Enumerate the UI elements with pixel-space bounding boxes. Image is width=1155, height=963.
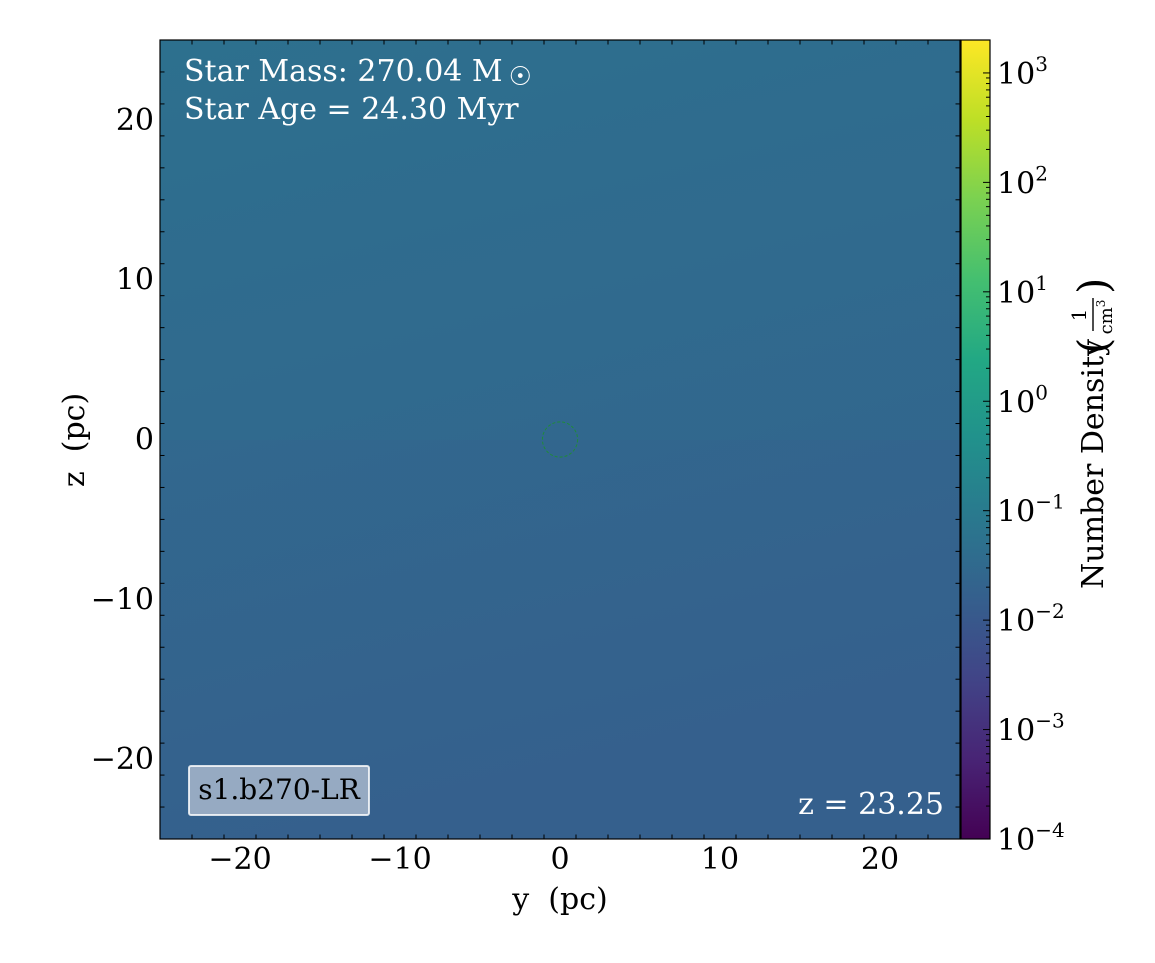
colorbar-unit-denominator: cm3 (1094, 300, 1117, 335)
density-field (160, 40, 960, 839)
colorbar-unit-close-paren: ) (1069, 278, 1118, 294)
star-mass-annotation: Star Mass: 270.04 M ☉ (184, 54, 532, 92)
run-label-box (188, 765, 370, 816)
plot-frame (159, 39, 961, 840)
density-field-highlight (160, 40, 960, 440)
x-tick-label: −20 (208, 842, 271, 877)
y-tick-label: 0 (135, 423, 154, 458)
colorbar-unit-numerator: 1 (1067, 309, 1091, 322)
y-tick-label: −20 (91, 742, 154, 777)
sun-symbol-icon: ☉ (509, 62, 532, 92)
colorbar (961, 40, 990, 839)
y-tick-label: 20 (116, 103, 154, 138)
center-marker (541, 421, 579, 458)
colorbar-unit-open-paren: ( (1069, 338, 1118, 354)
colorbar-tick-label: 10−2 (997, 599, 1065, 639)
colorbar-tick-label: 10−3 (997, 709, 1065, 749)
redshift-annotation: z = 23.25 (798, 787, 944, 822)
colorbar-frame (960, 39, 991, 840)
x-axis-ticks: −20 −10 0 10 20 (159, 40, 961, 877)
colorbar-tick-label: 10−4 (997, 818, 1065, 858)
colorbar-tick-label: 10−1 (997, 490, 1065, 530)
star-age-annotation: Star Age = 24.30 Myr (184, 92, 519, 127)
y-axis-ticks: −20 −10 0 10 20 (91, 39, 960, 840)
x-tick-label: 0 (550, 842, 569, 877)
colorbar-tick-label: 103 (997, 52, 1048, 92)
y-tick-label: 10 (116, 263, 154, 298)
colorbar-tick-label: 100 (997, 380, 1048, 420)
x-tick-label: −10 (368, 842, 431, 877)
x-axis-label: y (pc) (511, 882, 607, 917)
y-axis-label: z (pc) (57, 393, 92, 487)
x-tick-label: 10 (701, 842, 739, 877)
y-tick-label: −10 (91, 582, 154, 617)
colorbar-label-text: Number Density (1076, 339, 1111, 589)
colorbar-tick-label: 101 (997, 271, 1048, 311)
run-label: s1.b270-LR (198, 773, 361, 806)
colorbar-ticks: 10−4 10−3 10−2 10−1 100 101 102 103 (983, 39, 1065, 858)
x-tick-label: 20 (861, 842, 899, 877)
colorbar-tick-label: 102 (997, 161, 1048, 201)
colorbar-label: Number Density ( 1 cm3 ) (1067, 278, 1118, 589)
